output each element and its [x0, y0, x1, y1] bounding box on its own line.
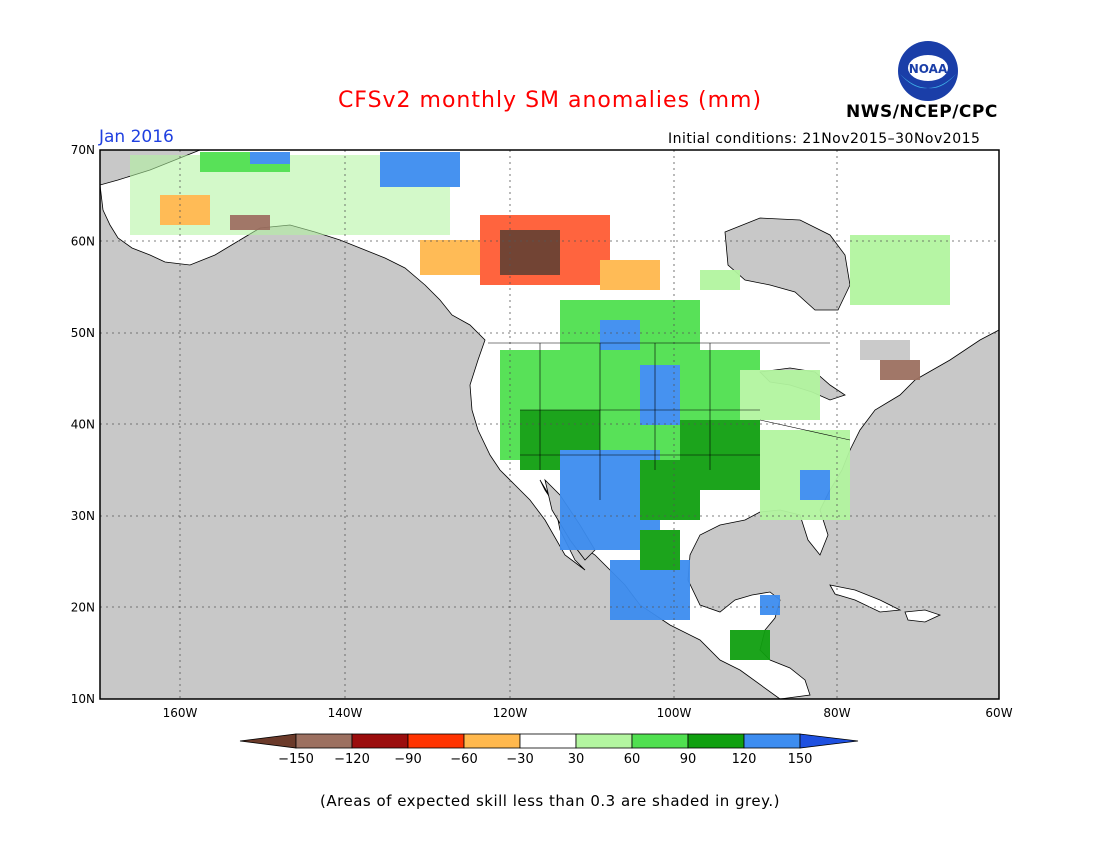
legend-label-5: 30: [568, 752, 585, 767]
lon-label-160W: 160W: [163, 706, 198, 720]
noaa-logo: NOAA: [898, 41, 958, 101]
hispaniola: [904, 609, 942, 623]
lat-label-60N: 60N: [71, 235, 95, 249]
legend-label-9: 150: [788, 752, 813, 767]
legend-label-3: −60: [450, 752, 477, 767]
legend-swatch-3: [407, 733, 465, 749]
legend-swatch-10: [799, 733, 859, 749]
legend-label-2: −90: [394, 752, 421, 767]
legend-swatch-1: [295, 733, 353, 749]
lon-label-60W: 60W: [985, 706, 1012, 720]
legend-label-1: −120: [334, 752, 370, 767]
chart-title: CFSv2 monthly SM anomalies (mm): [337, 88, 763, 113]
lat-label-20N: 20N: [71, 601, 95, 615]
legend-label-8: 120: [732, 752, 757, 767]
color-bar: [239, 733, 859, 749]
latitude-labels: 70N 60N 50N 40N 30N 20N 10N: [71, 143, 95, 706]
lon-label-120W: 120W: [493, 706, 528, 720]
lon-label-140W: 140W: [328, 706, 363, 720]
initial-conditions-label: Initial conditions: 21Nov2015–30Nov2015: [668, 131, 981, 147]
skill-note: (Areas of expected skill less than 0.3 a…: [320, 792, 780, 810]
hudson-bay: [724, 217, 851, 311]
lon-label-80W: 80W: [823, 706, 850, 720]
lat-label-10N: 10N: [71, 692, 95, 706]
lat-label-50N: 50N: [71, 326, 95, 340]
legend-swatch-9: [743, 733, 801, 749]
graticule: [100, 150, 999, 699]
map-frame: [99, 149, 1000, 700]
anomaly-shading: [130, 152, 950, 660]
lat-label-40N: 40N: [71, 418, 95, 432]
legend-swatch-8: [687, 733, 745, 749]
cuba: [829, 584, 902, 613]
legend-label-7: 90: [680, 752, 697, 767]
longitude-labels: 160W 140W 120W 100W 80W 60W: [163, 706, 1013, 720]
legend-swatch-6: [575, 733, 633, 749]
lat-label-70N: 70N: [71, 143, 95, 157]
legend-swatch-0: [239, 733, 297, 749]
forecast-month-label: Jan 2016: [99, 127, 174, 147]
lon-label-100W: 100W: [657, 706, 692, 720]
legend-swatch-2: [351, 733, 409, 749]
lat-label-30N: 30N: [71, 509, 95, 523]
agency-label: NWS/NCEP/CPC: [846, 102, 998, 122]
legend-label-6: 60: [624, 752, 641, 767]
legend-labels: −150 −120 −90 −60 −30 30 60 90 120 150: [278, 752, 812, 767]
legend-swatch-7: [631, 733, 689, 749]
legend-swatch-5: [519, 733, 577, 749]
political-borders: [488, 342, 851, 500]
noaa-logo-text: NOAA: [909, 62, 948, 76]
legend-swatch-4: [463, 733, 521, 749]
legend-label-0: −150: [278, 752, 314, 767]
legend-label-4: −30: [506, 752, 533, 767]
